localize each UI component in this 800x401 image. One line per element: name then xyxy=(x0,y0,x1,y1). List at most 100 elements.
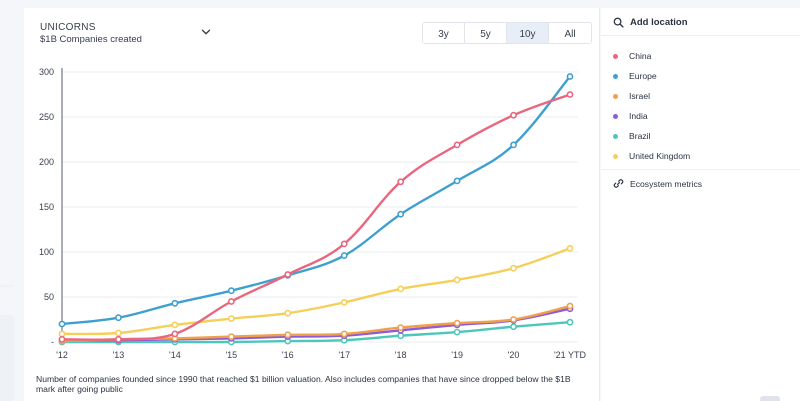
legend-dot-icon xyxy=(613,53,618,59)
chart-title: UNICORNS xyxy=(40,22,96,33)
y-tick-label: 250 xyxy=(39,112,54,122)
x-tick-label: '12 xyxy=(56,350,68,360)
time-range-tabs: 3y 5y 10y All xyxy=(422,22,592,44)
legend-dot-icon xyxy=(613,153,618,159)
data-point-israel xyxy=(227,333,235,340)
scroll-handle[interactable] xyxy=(760,396,780,401)
x-tick-label: '14 xyxy=(169,350,181,360)
series-line-united-kingdom xyxy=(60,247,572,336)
legend-item-brazil[interactable]: Brazil xyxy=(613,126,690,146)
y-tick-label: - xyxy=(51,337,54,347)
ecosystem-metrics-label: Ecosystem metrics xyxy=(630,178,703,189)
range-tab-all[interactable]: All xyxy=(549,23,591,43)
data-point-europe xyxy=(397,210,405,218)
sidebar-divider xyxy=(601,169,800,170)
legend-item-europe[interactable]: Europe xyxy=(613,66,690,86)
data-point-china xyxy=(58,335,66,343)
data-point-china xyxy=(284,271,292,278)
data-point-europe xyxy=(171,299,179,307)
legend-dot-icon xyxy=(613,113,618,119)
x-tick-label: '16 xyxy=(282,350,294,360)
legend-item-india[interactable]: India xyxy=(613,106,690,126)
location-sidebar: Add location China Europe Israel India B… xyxy=(601,8,800,401)
search-icon xyxy=(613,17,624,28)
data-point-united-kingdom xyxy=(453,276,461,284)
data-point-united-kingdom xyxy=(340,298,348,306)
x-tick-label: '13 xyxy=(113,350,125,360)
data-point-europe xyxy=(566,73,574,80)
data-point-israel xyxy=(453,319,461,327)
legend-dot-icon xyxy=(613,73,618,79)
range-tab-3y[interactable]: 3y xyxy=(423,23,465,43)
chart-footnote: Number of companies founded since 1990 t… xyxy=(36,374,571,394)
data-point-united-kingdom xyxy=(397,285,405,293)
data-point-china xyxy=(115,335,122,343)
legend-label: Europe xyxy=(629,71,657,81)
x-tick-label: '15 xyxy=(225,350,237,360)
range-tab-5y[interactable]: 5y xyxy=(465,23,507,43)
data-point-europe xyxy=(58,320,66,328)
data-point-china xyxy=(227,298,235,305)
left-edge-divider xyxy=(0,285,14,287)
data-point-united-kingdom xyxy=(115,329,122,337)
data-point-united-kingdom xyxy=(566,244,574,252)
y-tick-label: 300 xyxy=(39,67,54,77)
data-point-europe xyxy=(453,177,461,185)
y-tick-label: 50 xyxy=(44,292,54,302)
x-tick-label: '20 xyxy=(508,350,520,360)
data-point-brazil xyxy=(453,328,461,336)
link-icon xyxy=(613,179,624,188)
legend-label: China xyxy=(629,51,652,61)
y-tick-label: 150 xyxy=(39,202,54,212)
data-point-israel xyxy=(340,330,348,338)
series-line-europe xyxy=(60,75,572,326)
legend-label: India xyxy=(629,111,648,121)
data-point-europe xyxy=(340,252,348,259)
range-tab-10y[interactable]: 10y xyxy=(507,23,549,43)
legend-item-israel[interactable]: Israel xyxy=(613,86,690,106)
data-point-brazil xyxy=(397,332,405,340)
y-tick-label: 200 xyxy=(39,157,54,167)
ecosystem-metrics-link[interactable]: Ecosystem metrics xyxy=(613,178,702,189)
line-chart: - 50 100 150 200 250 300 '12 '13 '14 '15 '16 '17 '18 '… xyxy=(39,67,587,360)
chart-legend: China Europe Israel India Brazil United … xyxy=(613,46,690,166)
x-tick-label: '18 xyxy=(395,350,407,360)
data-point-europe xyxy=(227,287,235,295)
x-tick-label: '19 xyxy=(451,350,463,360)
left-edge-block xyxy=(0,315,14,401)
unicorns-chart-card: UNICORNS $1B Companies created 3y 5y 10y… xyxy=(24,8,600,401)
sidebar-divider xyxy=(601,35,800,36)
data-point-china xyxy=(171,330,179,338)
data-point-israel xyxy=(284,331,292,339)
data-point-china xyxy=(566,91,574,98)
data-point-brazil xyxy=(510,323,517,331)
legend-item-united-kingdom[interactable]: United Kingdom xyxy=(613,146,690,166)
x-tick-label: '17 xyxy=(338,350,350,360)
data-point-china xyxy=(453,141,461,149)
series-line-brazil xyxy=(60,321,572,344)
x-tick-label: '21 YTD xyxy=(554,350,587,360)
legend-item-china[interactable]: China xyxy=(613,46,690,66)
data-point-israel xyxy=(510,316,517,323)
left-edge-panel xyxy=(0,0,24,401)
data-point-israel xyxy=(397,324,405,331)
data-point-china xyxy=(397,178,405,186)
legend-label: Brazil xyxy=(629,131,651,141)
chart-subtitle: $1B Companies created xyxy=(40,34,142,45)
y-tick-label: 100 xyxy=(39,247,54,257)
series-line-china xyxy=(60,93,572,341)
data-point-brazil xyxy=(566,318,574,326)
chevron-down-icon[interactable] xyxy=(200,26,212,38)
add-location-label: Add location xyxy=(630,17,688,28)
data-point-united-kingdom xyxy=(58,330,66,338)
data-point-united-kingdom xyxy=(510,264,517,272)
data-point-china xyxy=(340,240,348,248)
data-point-europe xyxy=(115,314,122,322)
data-point-united-kingdom xyxy=(227,315,235,322)
legend-dot-icon xyxy=(613,93,618,99)
legend-label: United Kingdom xyxy=(629,151,691,161)
chart-title-block: UNICORNS $1B Companies created xyxy=(40,22,142,46)
legend-dot-icon xyxy=(613,133,618,139)
add-location-button[interactable]: Add location xyxy=(613,17,688,28)
data-point-china xyxy=(510,111,517,119)
